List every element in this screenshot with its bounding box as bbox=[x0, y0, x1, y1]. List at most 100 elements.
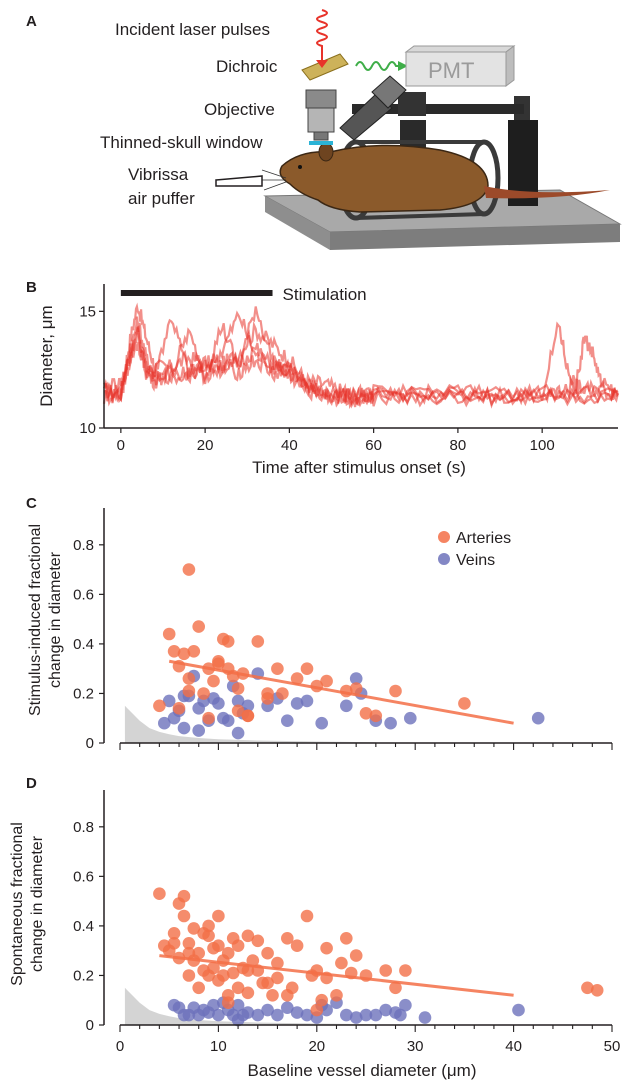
artery-point bbox=[271, 662, 284, 675]
vein-point bbox=[399, 998, 412, 1012]
label-vibrissa: Vibrissa bbox=[128, 165, 189, 184]
label-air-puffer: air puffer bbox=[128, 189, 195, 208]
vein-point bbox=[197, 1003, 210, 1017]
artery-point bbox=[207, 674, 220, 688]
artery-point bbox=[202, 711, 215, 725]
stimulation-bar bbox=[120, 290, 273, 296]
mouse-tail bbox=[484, 186, 610, 199]
artery-point bbox=[231, 981, 245, 995]
mouse-ear bbox=[318, 142, 334, 162]
label-window: Thinned-skull window bbox=[100, 133, 263, 152]
artery-point bbox=[349, 682, 363, 695]
chart-c-legend: Arteries Veins bbox=[438, 530, 511, 569]
artery-point bbox=[261, 946, 274, 960]
chart-b-traces bbox=[102, 302, 620, 410]
x-tick-label: 20 bbox=[197, 437, 214, 454]
artery-point bbox=[389, 981, 402, 995]
vein-point bbox=[300, 1008, 314, 1022]
artery-point bbox=[192, 620, 205, 633]
artery-point bbox=[231, 704, 245, 718]
label-objective: Objective bbox=[204, 100, 275, 119]
artery-point bbox=[369, 709, 383, 723]
platform-side bbox=[265, 196, 330, 250]
artery-point bbox=[300, 909, 314, 923]
legend-veins-marker bbox=[438, 553, 450, 565]
artery-point bbox=[281, 932, 294, 945]
artery-point bbox=[281, 989, 294, 1002]
pmt-box bbox=[405, 51, 507, 87]
y-tick-label: 0 bbox=[86, 735, 94, 752]
objective-top bbox=[305, 89, 337, 109]
chart-d-x-title: Baseline vessel diameter (μm) bbox=[248, 1061, 477, 1080]
vein-point bbox=[207, 998, 220, 1012]
artery-point bbox=[261, 976, 274, 990]
artery-point bbox=[167, 927, 181, 940]
artery-point bbox=[182, 969, 196, 982]
chart-d-points bbox=[153, 887, 604, 1027]
y-tick-label: 0.2 bbox=[73, 685, 94, 702]
artery-point bbox=[197, 687, 210, 700]
artery-point bbox=[320, 941, 333, 955]
artery-point bbox=[241, 986, 255, 1000]
setup-illustration: PMT bbox=[215, 9, 622, 250]
artery-point bbox=[202, 929, 215, 943]
x-tick-label: 80 bbox=[450, 437, 467, 454]
artery-point bbox=[399, 964, 412, 977]
artery-point bbox=[177, 647, 191, 661]
vein-point bbox=[212, 697, 225, 710]
artery-point bbox=[261, 692, 274, 705]
chart-c-ticks: 0 0.2 0.4 0.6 0.8 bbox=[73, 537, 613, 752]
chart-b-ticks: 0 20 40 60 80 100 10 15 bbox=[79, 303, 554, 454]
vein-point bbox=[231, 1013, 245, 1027]
camera-arm bbox=[339, 93, 393, 141]
panel-c: C 0 0.2 0.4 0.6 0.8 Arteries Veins Stimulus-… bbox=[26, 495, 613, 752]
artery-point bbox=[153, 887, 166, 900]
vein-point bbox=[281, 1001, 294, 1014]
chart-d-artery-fit bbox=[159, 954, 514, 997]
artery-point bbox=[167, 645, 181, 658]
vein-point bbox=[192, 724, 205, 737]
artery-point bbox=[340, 932, 353, 945]
artery-point bbox=[359, 707, 373, 720]
vein-point bbox=[512, 1003, 525, 1017]
artery-point bbox=[271, 956, 284, 970]
panel-b: B 0 20 40 60 80 100 10 15 Stimulation Time afte… bbox=[26, 279, 620, 477]
chart-d-noise-floor bbox=[124, 987, 376, 1025]
mouse-eye bbox=[298, 165, 302, 169]
artery-point bbox=[315, 993, 329, 1007]
air-puffer-tube bbox=[215, 175, 263, 187]
vein-point bbox=[212, 1008, 225, 1022]
artery-point bbox=[177, 889, 191, 903]
whisker-3 bbox=[263, 181, 287, 191]
emission-squiggle bbox=[355, 61, 400, 71]
head-bar bbox=[352, 104, 524, 114]
chart-b-y-title: Diameter, μm bbox=[37, 305, 56, 406]
trace-1 bbox=[103, 302, 619, 409]
chart-b-x-title: Time after stimulus onset (s) bbox=[252, 458, 466, 477]
stimulation-label: Stimulation bbox=[283, 285, 367, 304]
legend-veins-label: Veins bbox=[456, 552, 495, 569]
vein-point bbox=[369, 1008, 383, 1022]
vein-point bbox=[231, 998, 245, 1012]
y-tick-label: 10 bbox=[79, 420, 96, 437]
artery-point bbox=[231, 939, 245, 952]
x-tick-label: 0 bbox=[117, 437, 125, 454]
artery-point bbox=[271, 971, 284, 985]
panel-d-letter: D bbox=[26, 775, 37, 792]
artery-point bbox=[212, 655, 225, 668]
vein-point bbox=[177, 721, 191, 735]
legend-arteries-label: Arteries bbox=[456, 530, 511, 547]
artery-point bbox=[290, 672, 304, 685]
y-tick-label: 0.2 bbox=[73, 967, 94, 984]
artery-point bbox=[177, 909, 191, 923]
x-tick-label: 60 bbox=[365, 437, 382, 454]
legend-arteries-marker bbox=[438, 531, 450, 543]
x-tick-label: 30 bbox=[407, 1038, 424, 1055]
artery-point bbox=[192, 981, 205, 995]
artery-point bbox=[379, 964, 393, 977]
artery-point bbox=[187, 645, 201, 658]
vein-point bbox=[359, 1008, 373, 1022]
vein-point bbox=[251, 1008, 265, 1022]
vein-point bbox=[384, 716, 397, 730]
